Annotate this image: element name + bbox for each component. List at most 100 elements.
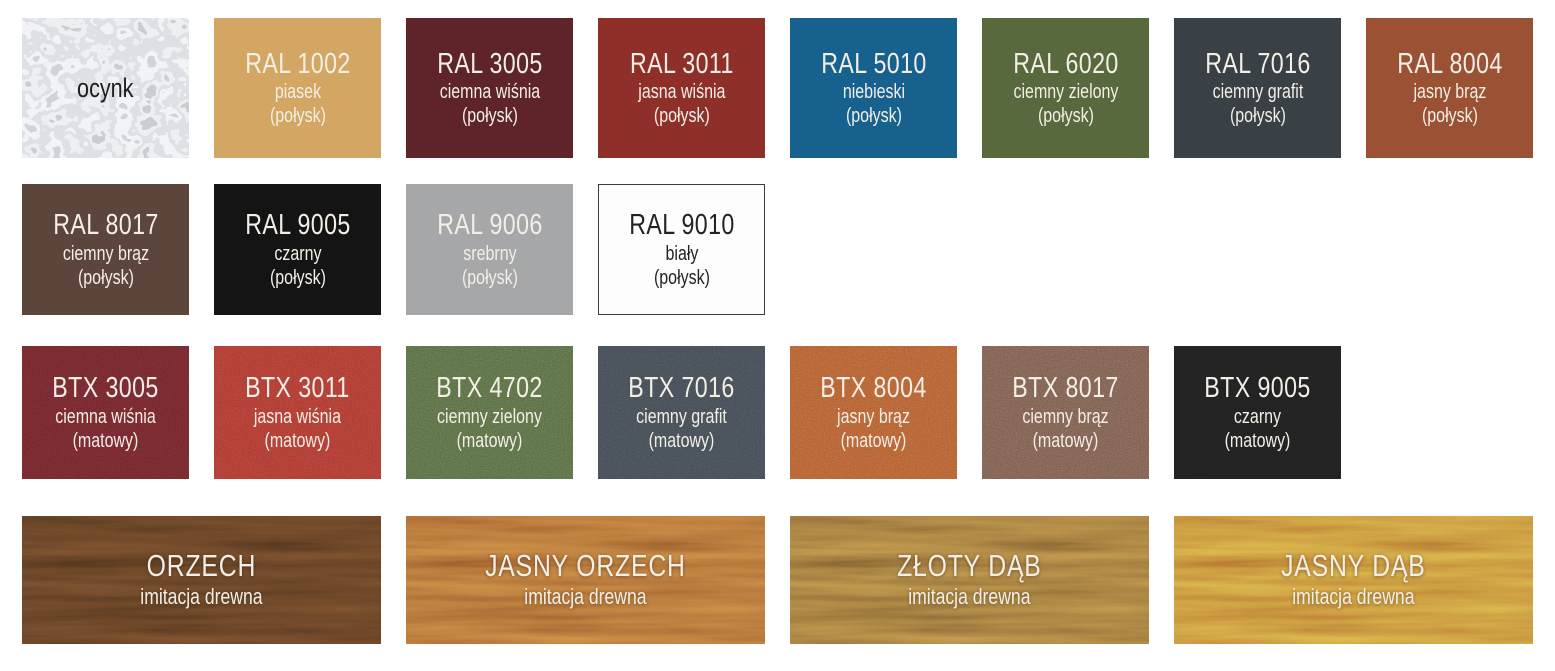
swatch-ral-8017: RAL 8017 ciemny brąz (połysk) (22, 184, 189, 315)
swatch-finish: (połysk) (1229, 105, 1286, 128)
swatch-label: JASNY DĄB imitacja drewna (1281, 549, 1426, 610)
swatch-code: BTX 9005 (1204, 372, 1311, 405)
swatch-finish: (połysk) (653, 266, 710, 289)
swatch-finish: (matowy) (264, 429, 331, 452)
swatch-name: biały (665, 242, 698, 265)
swatch-label: ocynk (77, 73, 133, 103)
swatch-finish: (matowy) (648, 429, 715, 452)
swatch-code: ZŁOTY DĄB (897, 548, 1042, 584)
palette-row-gloss-1: ocynk RAL 1002 piasek (połysk) RAL 3005 … (22, 18, 1533, 158)
swatch-label: BTX 3005 ciemna wiśnia (matowy) (52, 372, 158, 452)
swatch-finish: (połysk) (461, 105, 518, 128)
palette-row-wood: ORZECH imitacja drewna JASNY ORZECH imit… (22, 516, 1533, 644)
swatch-finish: (połysk) (461, 266, 518, 289)
swatch-name: piasek (274, 81, 321, 104)
swatch-label: RAL 9005 czarny (połysk) (245, 209, 351, 289)
swatch-btx-9005: BTX 9005 czarny (matowy) (1174, 346, 1341, 479)
swatch-ral-6020: RAL 6020 ciemny zielony (połysk) (982, 18, 1149, 158)
swatch-finish: (matowy) (456, 429, 523, 452)
swatch-name: srebrny (462, 242, 517, 265)
swatch-ral-3005: RAL 3005 ciemna wiśnia (połysk) (406, 18, 573, 158)
swatch-code: RAL 1002 (244, 47, 351, 80)
swatch-name: ciemny zielony (437, 405, 542, 428)
swatch-label: JASNY ORZECH imitacja drewna (485, 549, 686, 610)
swatch-name: czarny (1233, 405, 1282, 428)
swatch-finish: (połysk) (845, 105, 902, 128)
swatch-label: BTX 7016 ciemny grafit (matowy) (628, 372, 734, 452)
swatch-code: RAL 9006 (436, 209, 543, 242)
swatch-label: BTX 8017 ciemny brąz (matowy) (1012, 372, 1118, 452)
swatch-name: ciemny grafit (636, 405, 727, 428)
swatch-name: ciemny grafit (1212, 81, 1303, 104)
swatch-name: ciemna wiśnia (439, 81, 540, 104)
palette-row-gloss-2: RAL 8017 ciemny brąz (połysk) RAL 9005 c… (22, 184, 765, 315)
swatch-name: imitacja drewna (908, 584, 1031, 610)
swatch-btx-8017: BTX 8017 ciemny brąz (matowy) (982, 346, 1149, 479)
swatch-label: ORZECH imitacja drewna (140, 549, 262, 610)
swatch-finish: (matowy) (72, 429, 139, 452)
swatch-code: RAL 7016 (1204, 47, 1311, 80)
swatch-code: RAL 9010 (628, 209, 735, 242)
swatch-label: RAL 8004 jasny brąz (połysk) (1397, 48, 1503, 128)
swatch-name: ciemny brąz (62, 242, 149, 265)
swatch-label: RAL 7016 ciemny grafit (połysk) (1205, 48, 1311, 128)
swatch-name: jasny brąz (837, 405, 910, 428)
swatch-code: BTX 4702 (436, 372, 543, 405)
swatch-ral-9010: RAL 9010 biały (połysk) (598, 184, 765, 315)
swatch-btx-7016: BTX 7016 ciemny grafit (matowy) (598, 346, 765, 479)
swatch-label: BTX 3011 jasna wiśnia (matowy) (245, 372, 350, 452)
swatch-jasny-dab: JASNY DĄB imitacja drewna (1174, 516, 1533, 644)
swatch-ral-7016: RAL 7016 ciemny grafit (połysk) (1174, 18, 1341, 158)
swatch-btx-8004: BTX 8004 jasny brąz (matowy) (790, 346, 957, 479)
swatch-finish: (matowy) (1224, 429, 1291, 452)
swatch-code: JASNY DĄB (1281, 548, 1426, 584)
swatch-ral-9006: RAL 9006 srebrny (połysk) (406, 184, 573, 315)
swatch-label: RAL 9006 srebrny (połysk) (437, 209, 543, 289)
swatch-finish: (matowy) (840, 429, 907, 452)
swatch-code: ORZECH (146, 548, 257, 584)
palette-row-matte: BTX 3005 ciemna wiśnia (matowy) BTX 3011… (22, 346, 1341, 479)
swatch-code: RAL 6020 (1012, 47, 1119, 80)
swatch-finish: (połysk) (653, 105, 710, 128)
swatch-ral-8004: RAL 8004 jasny brąz (połysk) (1366, 18, 1533, 158)
swatch-code: BTX 3005 (52, 372, 159, 405)
swatch-finish: (połysk) (1421, 105, 1478, 128)
swatch-name: czarny (273, 242, 322, 265)
swatch-name: ciemna wiśnia (55, 405, 156, 428)
swatch-name: imitacja drewna (1292, 584, 1415, 610)
swatch-label: RAL 8017 ciemny brąz (połysk) (53, 209, 159, 289)
swatch-orzech: ORZECH imitacja drewna (22, 516, 381, 644)
swatch-ral-1002: RAL 1002 piasek (połysk) (214, 18, 381, 158)
swatch-finish: (połysk) (1037, 105, 1094, 128)
swatch-btx-3005: BTX 3005 ciemna wiśnia (matowy) (22, 346, 189, 479)
swatch-name: imitacja drewna (140, 584, 263, 610)
swatch-code: RAL 3011 (629, 47, 734, 80)
swatch-label: RAL 1002 piasek (połysk) (245, 48, 351, 128)
swatch-finish: (połysk) (269, 105, 326, 128)
swatch-btx-3011: BTX 3011 jasna wiśnia (matowy) (214, 346, 381, 479)
swatch-code: RAL 8017 (52, 209, 159, 242)
swatch-name: jasny brąz (1413, 81, 1486, 104)
swatch-code: BTX 3011 (245, 372, 350, 405)
swatch-name: jasna wiśnia (253, 405, 342, 428)
swatch-finish: (połysk) (269, 266, 326, 289)
swatch-code: JASNY ORZECH (485, 548, 686, 584)
swatch-ocynk: ocynk (22, 18, 189, 158)
swatch-code: RAL 9005 (244, 209, 351, 242)
swatch-ral-9005: RAL 9005 czarny (połysk) (214, 184, 381, 315)
swatch-label: BTX 8004 jasny brąz (matowy) (820, 372, 926, 452)
swatch-label: RAL 3005 ciemna wiśnia (połysk) (437, 48, 543, 128)
swatch-name: imitacja drewna (524, 584, 647, 610)
swatch-label: RAL 9010 biały (połysk) (629, 209, 735, 289)
swatch-label: RAL 6020 ciemny zielony (połysk) (1013, 48, 1119, 128)
swatch-btx-4702: BTX 4702 ciemny zielony (matowy) (406, 346, 573, 479)
swatch-name: ciemny brąz (1022, 405, 1109, 428)
swatch-name: ciemny zielony (1013, 81, 1118, 104)
swatch-code: RAL 5010 (820, 47, 927, 80)
swatch-label: RAL 3011 jasna wiśnia (połysk) (630, 48, 734, 128)
swatch-zloty-dab: ZŁOTY DĄB imitacja drewna (790, 516, 1149, 644)
swatch-name: jasna wiśnia (637, 81, 726, 104)
swatch-jasny-orzech: JASNY ORZECH imitacja drewna (406, 516, 765, 644)
swatch-ral-5010: RAL 5010 niebieski (połysk) (790, 18, 957, 158)
